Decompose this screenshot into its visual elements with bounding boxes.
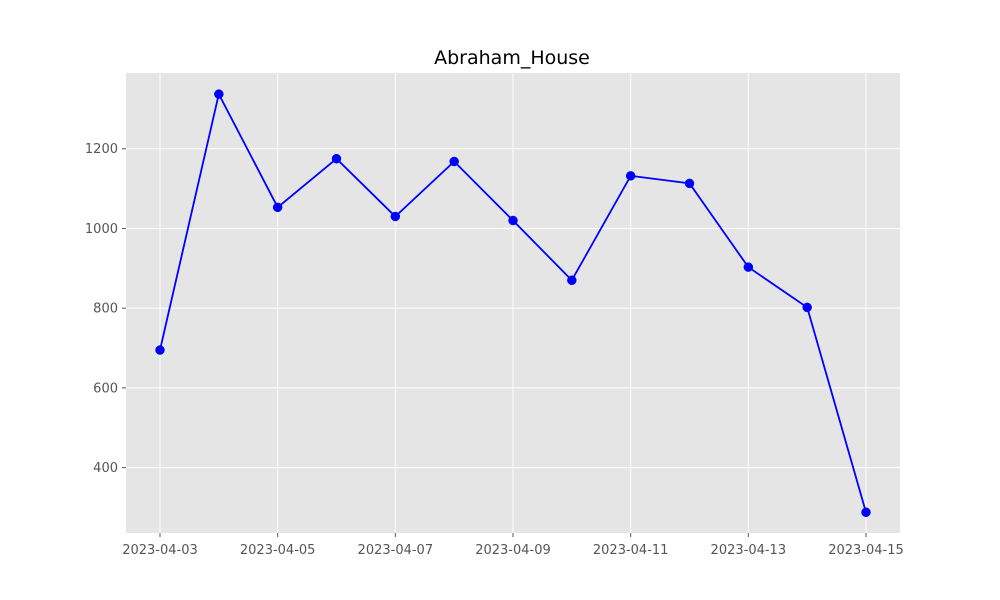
data-point: [861, 507, 871, 518]
data-point: [684, 178, 695, 189]
data-point: [743, 262, 754, 272]
y-tick-label: 600: [93, 381, 118, 396]
x-axis-ticks: 2023-04-03 2023-04-05 2023-04-07 2023-04-09…: [122, 533, 904, 558]
x-tick-label: 2023-04-15: [828, 543, 904, 558]
x-tick-label: 2023-04-05: [240, 543, 316, 558]
chart-title: Abraham_House: [434, 47, 590, 69]
x-tick-label: 2023-04-03: [122, 543, 198, 558]
x-tick-label: 2023-04-07: [358, 543, 434, 558]
data-point: [331, 153, 342, 164]
x-tick-label: 2023-04-11: [593, 543, 669, 558]
data-point: [567, 275, 577, 286]
data-point: [625, 171, 636, 181]
data-point: [802, 302, 812, 313]
y-axis-ticks: 400 600 800 1000 1200: [85, 142, 126, 476]
data-point: [155, 345, 165, 355]
x-tick-label: 2023-04-09: [475, 543, 551, 558]
data-point: [449, 156, 459, 167]
x-tick-label: 2023-04-13: [711, 543, 787, 558]
series-layer: [155, 89, 871, 518]
y-tick-label: 400: [93, 461, 118, 476]
data-point: [390, 211, 401, 222]
data-point: [214, 89, 224, 99]
data-point: [508, 215, 518, 226]
y-tick-label: 1000: [85, 222, 118, 237]
y-tick-label: 800: [93, 302, 118, 317]
grid-lines: [126, 73, 900, 533]
data-point: [272, 202, 283, 213]
y-tick-label: 1200: [85, 142, 118, 157]
